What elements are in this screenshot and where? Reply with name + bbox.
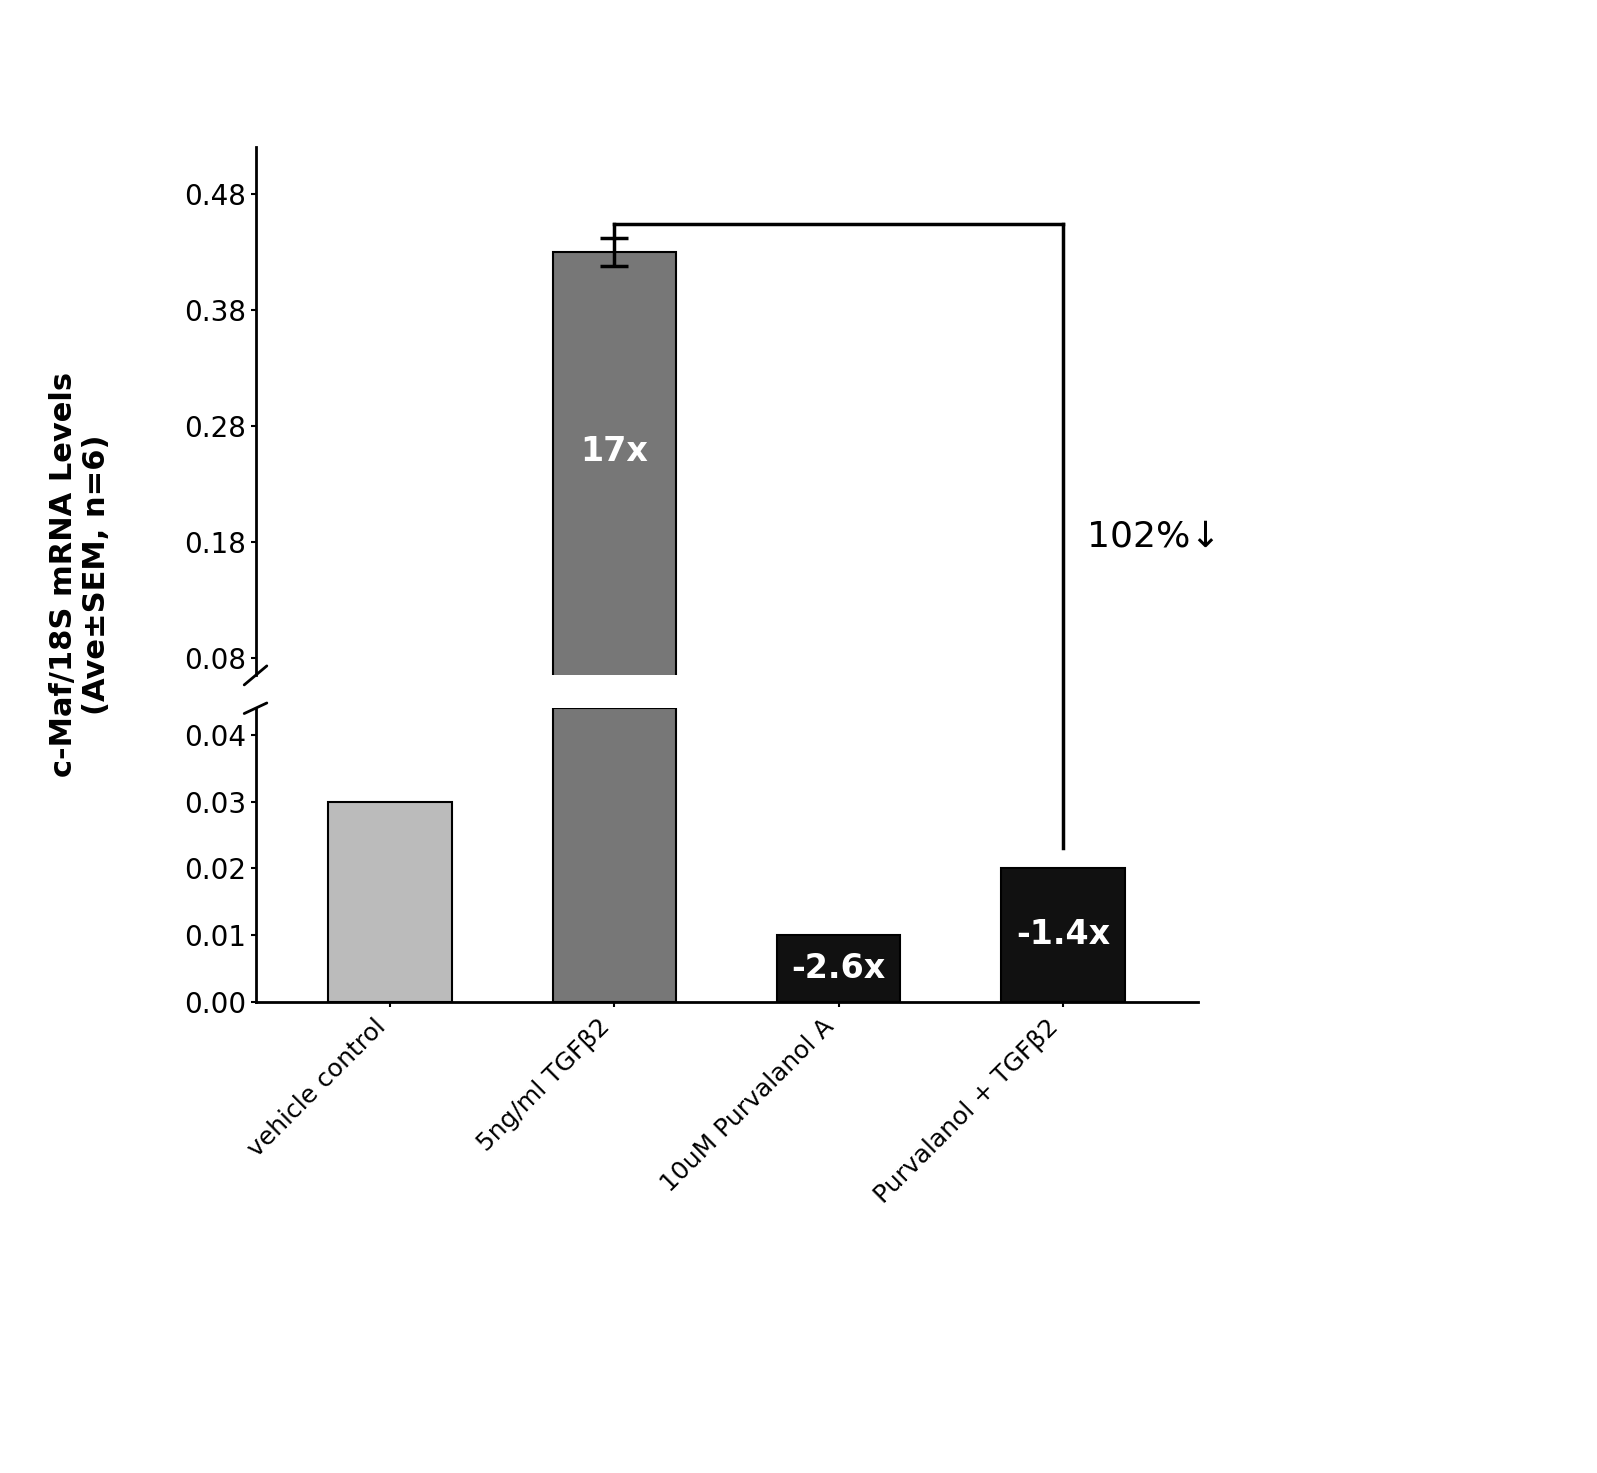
- Text: 102%↓: 102%↓: [1088, 518, 1220, 552]
- Bar: [553, 252, 676, 751]
- Text: -2.6x: -2.6x: [792, 952, 886, 985]
- Bar: [1001, 868, 1124, 1002]
- Bar: [329, 801, 452, 1002]
- Text: c-Maf/18S mRNA Levels
(Ave±SEM, n=6): c-Maf/18S mRNA Levels (Ave±SEM, n=6): [48, 371, 112, 778]
- Text: -1.4x: -1.4x: [1016, 919, 1110, 952]
- Bar: [553, 709, 676, 1002]
- Bar: [778, 935, 901, 1002]
- Text: 17x: 17x: [581, 435, 648, 468]
